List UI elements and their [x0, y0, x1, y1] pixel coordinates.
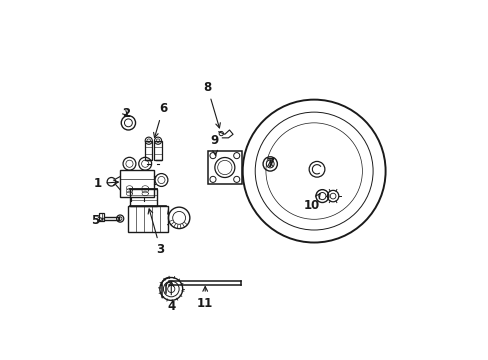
Bar	[154, 141, 162, 160]
Bar	[128, 206, 167, 232]
Text: 7: 7	[265, 157, 274, 170]
Text: 4: 4	[167, 282, 175, 313]
Text: 10: 10	[303, 194, 320, 212]
Text: 1: 1	[93, 177, 118, 190]
Bar	[99, 213, 104, 221]
Bar	[120, 170, 154, 197]
Text: 11: 11	[197, 287, 213, 310]
Text: 3: 3	[148, 209, 164, 256]
Bar	[130, 189, 157, 206]
Text: 6: 6	[153, 102, 167, 138]
Text: 5: 5	[91, 213, 103, 226]
Bar	[145, 141, 152, 160]
Text: 8: 8	[203, 81, 220, 128]
Text: 2: 2	[122, 107, 130, 120]
Text: 9: 9	[209, 134, 218, 155]
Bar	[207, 150, 242, 184]
